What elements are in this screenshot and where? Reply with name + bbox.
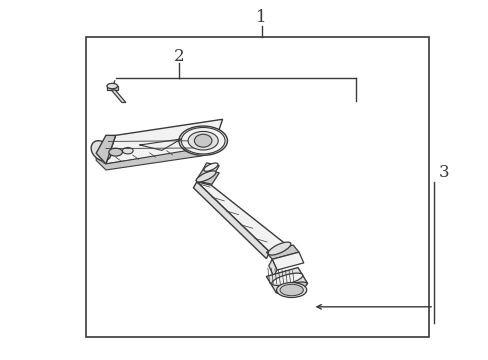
Ellipse shape <box>271 273 302 285</box>
Circle shape <box>194 134 211 147</box>
Polygon shape <box>272 252 303 270</box>
Ellipse shape <box>196 171 216 182</box>
Text: 1: 1 <box>256 9 266 26</box>
Ellipse shape <box>179 126 227 156</box>
Polygon shape <box>193 182 269 258</box>
Ellipse shape <box>267 242 290 255</box>
Bar <box>86 37 428 337</box>
Polygon shape <box>266 245 298 259</box>
Text: 2: 2 <box>173 48 184 65</box>
Ellipse shape <box>181 127 224 154</box>
Polygon shape <box>96 135 116 164</box>
Polygon shape <box>111 90 125 103</box>
Ellipse shape <box>203 163 218 171</box>
Ellipse shape <box>276 282 306 294</box>
Polygon shape <box>266 267 307 293</box>
Polygon shape <box>203 163 219 172</box>
Text: 3: 3 <box>438 165 448 181</box>
Polygon shape <box>107 86 117 90</box>
Polygon shape <box>196 169 219 184</box>
Polygon shape <box>268 259 277 276</box>
Ellipse shape <box>122 148 133 154</box>
Ellipse shape <box>109 148 122 156</box>
Ellipse shape <box>188 131 218 150</box>
Polygon shape <box>96 137 212 164</box>
Ellipse shape <box>280 284 303 296</box>
Ellipse shape <box>276 283 306 297</box>
Ellipse shape <box>91 141 111 161</box>
Polygon shape <box>197 182 287 252</box>
Ellipse shape <box>107 84 117 89</box>
Polygon shape <box>106 119 222 164</box>
Polygon shape <box>96 148 203 170</box>
